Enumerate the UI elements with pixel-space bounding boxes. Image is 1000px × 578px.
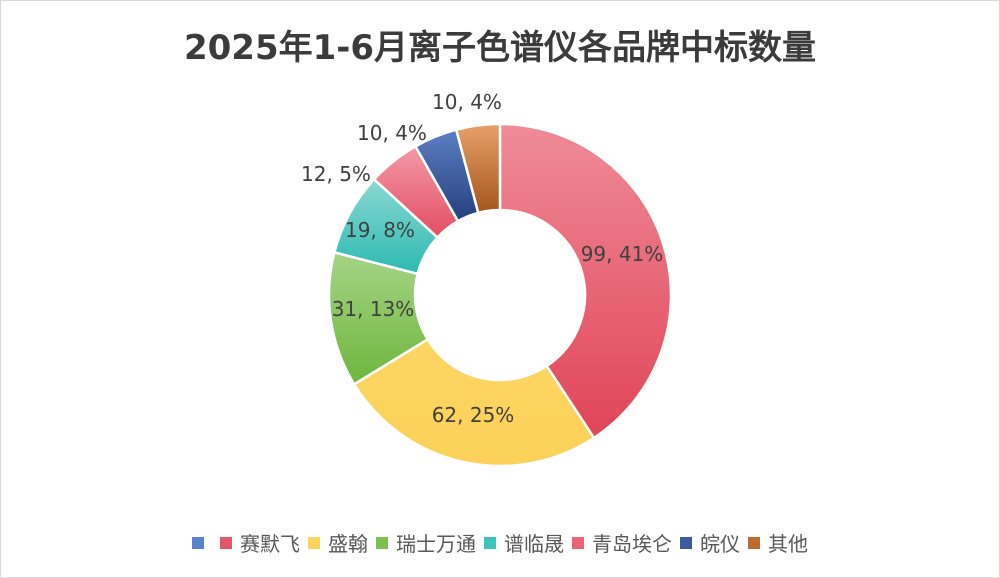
- legend-label: 瑞士万通: [396, 532, 476, 556]
- chart-title: 2025年1-6月离子色谱仪各品牌中标数量: [183, 28, 817, 68]
- donut-slices: [327, 122, 673, 468]
- legend-swatch-icon: [484, 536, 496, 549]
- donut-slice-2: [352, 337, 596, 468]
- legend-label: 青岛埃仑: [592, 532, 672, 556]
- donut-slice-7: [454, 122, 502, 215]
- legend-swatch-icon: [308, 536, 320, 549]
- legend: 赛默飞 盛翰 瑞士万通 谱临晟 青岛埃仑 皖仪 其他: [0, 528, 1000, 557]
- data-label: 10, 4%: [432, 90, 502, 114]
- legend-item[interactable]: 皖仪: [680, 528, 740, 557]
- data-label: 99, 41%: [581, 242, 664, 266]
- legend-swatch-icon: [192, 536, 204, 549]
- data-label: 10, 4%: [357, 121, 427, 145]
- legend-label: 赛默飞: [240, 532, 300, 556]
- data-labels: 99, 41% 62, 25% 31, 13% 19, 8% 12, 5% 10, 4%1…: [301, 90, 663, 427]
- legend-item[interactable]: 盛翰: [308, 528, 368, 557]
- legend-item[interactable]: 谱临晟: [484, 528, 564, 557]
- legend-swatch-icon: [572, 536, 584, 549]
- data-label: 12, 5%: [301, 162, 371, 186]
- data-label: 62, 25%: [432, 403, 515, 427]
- legend-swatch-icon: [376, 536, 388, 549]
- legend-label: 盛翰: [328, 532, 368, 556]
- donut-slice-1: [498, 122, 673, 440]
- data-label: 31, 13%: [332, 297, 415, 321]
- legend-item[interactable]: 青岛埃仑: [572, 528, 672, 557]
- legend-swatch-icon: [748, 536, 760, 549]
- legend-label: 谱临晟: [504, 532, 564, 556]
- legend-label: 皖仪: [700, 532, 740, 556]
- legend-swatch-icon: [220, 536, 232, 549]
- legend-label: 其他: [768, 532, 808, 556]
- legend-swatch-icon: [680, 536, 692, 549]
- legend-item[interactable]: 赛默飞: [220, 528, 300, 557]
- legend-item[interactable]: [192, 536, 212, 549]
- legend-item[interactable]: 瑞士万通: [376, 528, 476, 557]
- legend-item[interactable]: 其他: [748, 528, 808, 557]
- data-label: 19, 8%: [345, 218, 415, 242]
